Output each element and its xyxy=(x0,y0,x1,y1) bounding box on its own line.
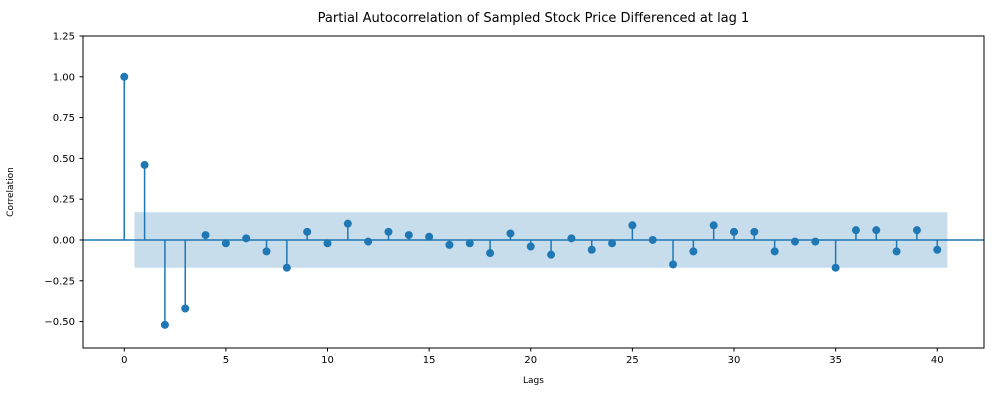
y-axis-label: Correlation xyxy=(6,167,16,217)
stem-marker xyxy=(587,245,596,254)
stem-marker xyxy=(506,229,515,238)
stem-marker xyxy=(770,247,779,256)
y-tick-label: 0.50 xyxy=(53,154,75,165)
axes-spines xyxy=(82,35,985,349)
stem-marker xyxy=(303,227,312,236)
stem-marker xyxy=(933,245,942,254)
stem-marker xyxy=(831,263,840,272)
stem-marker xyxy=(465,239,474,248)
x-tick-label: 10 xyxy=(321,355,334,366)
stem-marker xyxy=(648,235,657,244)
stem-marker xyxy=(547,250,556,259)
stem-marker xyxy=(526,242,535,251)
x-tick-label: 5 xyxy=(223,355,229,366)
x-tick-label: 20 xyxy=(524,355,537,366)
stem-marker xyxy=(689,247,698,256)
x-tick-label: 30 xyxy=(728,355,741,366)
stem-marker xyxy=(790,237,799,246)
stem-marker xyxy=(628,221,637,230)
stem-marker xyxy=(242,234,251,243)
stem-marker xyxy=(221,239,230,248)
stem-marker xyxy=(892,247,901,256)
stem-marker xyxy=(384,227,393,236)
stem-marker xyxy=(608,239,617,248)
stem-marker xyxy=(364,237,373,246)
x-axis-ticks: 0 5 10 15 20 25 30 35 40 xyxy=(121,348,944,366)
stem-marker xyxy=(140,160,149,169)
stem-marker xyxy=(181,304,190,313)
y-tick-label: 0.75 xyxy=(53,113,75,124)
x-tick-label: 15 xyxy=(423,355,436,366)
stem-marker xyxy=(282,263,291,272)
y-tick-label: 1.00 xyxy=(53,72,75,83)
x-tick-label: 0 xyxy=(121,355,127,366)
stem-marker xyxy=(709,221,718,230)
y-tick-label: 1.25 xyxy=(53,32,75,43)
stem-marker xyxy=(425,232,434,241)
stem-marker xyxy=(851,226,860,235)
stem-marker xyxy=(567,234,576,243)
stem-marker xyxy=(343,219,352,228)
stem-marker xyxy=(160,320,169,329)
stem-marker xyxy=(486,249,495,258)
stem-series xyxy=(120,72,942,329)
stem-marker xyxy=(404,231,413,240)
stem-marker xyxy=(750,227,759,236)
stem-marker xyxy=(872,226,881,235)
stem-marker xyxy=(262,247,271,256)
y-tick-label: −0.25 xyxy=(44,276,75,287)
x-tick-label: 40 xyxy=(931,355,944,366)
y-tick-label: −0.50 xyxy=(44,317,75,328)
x-axis-label: Lags xyxy=(523,376,544,386)
stem-marker xyxy=(445,240,454,249)
stem-marker xyxy=(912,226,921,235)
stem-marker xyxy=(730,227,739,236)
y-axis-ticks: 1.25 1.00 0.75 0.50 0.25 0.00 −0.25 −0.50 xyxy=(44,32,83,328)
y-tick-label: 0.00 xyxy=(53,235,75,246)
x-tick-label: 35 xyxy=(829,355,842,366)
x-tick-label: 25 xyxy=(626,355,639,366)
stem-marker xyxy=(811,237,820,246)
stem-marker xyxy=(669,260,678,269)
stem-marker xyxy=(201,231,210,240)
stem-marker xyxy=(323,239,332,248)
stem-marker xyxy=(120,72,129,81)
chart-title: Partial Autocorrelation of Sampled Stock… xyxy=(317,11,750,26)
y-tick-label: 0.25 xyxy=(53,195,75,206)
